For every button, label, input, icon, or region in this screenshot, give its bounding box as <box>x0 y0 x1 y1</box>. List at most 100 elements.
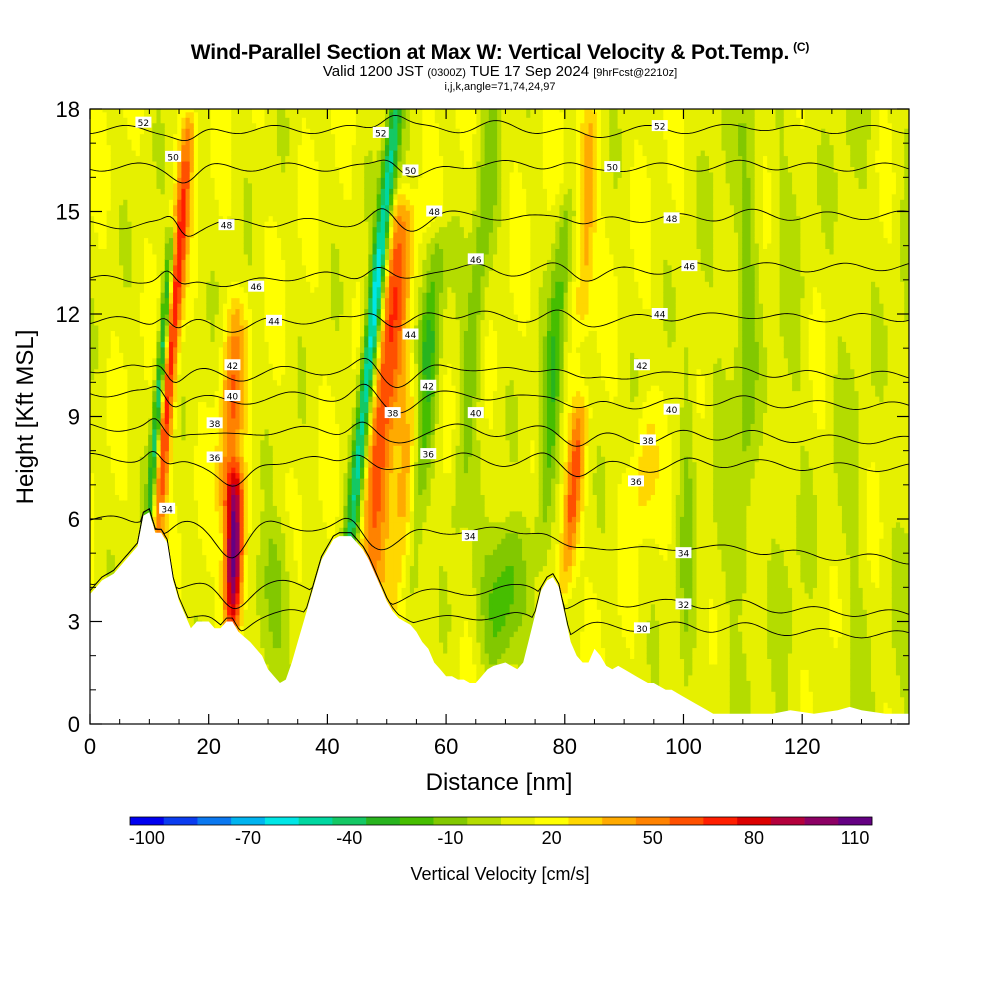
velocity-cell <box>214 510 220 517</box>
velocity-cell <box>243 396 249 403</box>
velocity-cell <box>189 527 195 534</box>
velocity-cell <box>256 631 261 638</box>
velocity-cell <box>256 248 261 255</box>
velocity-cell <box>231 160 236 167</box>
velocity-cell <box>193 467 199 474</box>
velocity-cell <box>252 139 257 146</box>
velocity-cell <box>272 669 278 676</box>
velocity-cell <box>214 237 220 244</box>
velocity-cell <box>181 494 187 501</box>
velocity-cell <box>256 109 261 113</box>
velocity-cell <box>135 215 141 222</box>
velocity-cell <box>256 516 261 523</box>
velocity-cell <box>222 581 228 588</box>
velocity-cell <box>114 472 120 479</box>
velocity-cell <box>114 428 120 435</box>
velocity-cell <box>193 128 199 135</box>
velocity-cell <box>114 363 120 370</box>
velocity-cell <box>173 516 178 523</box>
velocity-cell <box>152 109 158 113</box>
velocity-cell <box>239 286 245 293</box>
velocity-cell <box>185 406 191 413</box>
velocity-cell <box>148 286 153 293</box>
velocity-cell <box>181 401 187 408</box>
velocity-cell <box>156 516 162 523</box>
velocity-cell <box>239 390 245 397</box>
velocity-cell <box>156 439 162 446</box>
velocity-cell <box>260 270 266 277</box>
velocity-cell <box>185 603 191 610</box>
velocity-cell <box>214 303 220 310</box>
velocity-cell <box>181 592 187 599</box>
velocity-cell <box>231 472 236 479</box>
velocity-cell <box>173 439 178 446</box>
velocity-cell <box>214 505 220 512</box>
velocity-cell <box>90 215 95 222</box>
velocity-cell <box>181 472 187 479</box>
velocity-cell <box>252 456 257 463</box>
velocity-cell <box>189 461 195 468</box>
velocity-cell <box>252 133 257 140</box>
velocity-cell <box>260 379 266 386</box>
velocity-cell <box>202 160 207 167</box>
velocity-cell <box>210 565 216 572</box>
velocity-cell <box>264 199 270 206</box>
velocity-cell <box>177 226 182 233</box>
velocity-cell <box>235 609 241 616</box>
velocity-cell <box>256 467 261 474</box>
velocity-cell <box>102 396 108 403</box>
velocity-cell <box>260 499 266 506</box>
velocity-cell <box>202 150 207 157</box>
velocity-cell <box>252 516 257 523</box>
velocity-cell <box>214 128 220 135</box>
velocity-cell <box>102 155 108 162</box>
velocity-cell <box>202 133 207 140</box>
velocity-cell <box>206 467 212 474</box>
velocity-cell <box>106 335 112 342</box>
velocity-cell <box>193 374 199 381</box>
velocity-cell <box>247 314 253 321</box>
velocity-cell <box>181 210 187 217</box>
velocity-cell <box>268 467 274 474</box>
velocity-cell <box>235 286 241 293</box>
velocity-cell <box>264 554 270 561</box>
velocity-cell <box>156 303 162 310</box>
velocity-cell <box>114 379 120 386</box>
velocity-cell <box>106 439 112 446</box>
velocity-cell <box>173 144 178 151</box>
velocity-cell <box>185 423 191 430</box>
velocity-cell <box>193 428 199 435</box>
velocity-cell <box>252 510 257 517</box>
velocity-cell <box>156 193 162 200</box>
velocity-cell <box>210 576 216 583</box>
velocity-cell <box>114 182 120 189</box>
velocity-cell <box>185 363 191 370</box>
velocity-cell <box>160 406 166 413</box>
velocity-cell <box>198 341 203 348</box>
velocity-cell <box>222 133 228 140</box>
velocity-cell <box>114 319 120 326</box>
velocity-cell <box>156 478 162 485</box>
velocity-cell <box>222 494 228 501</box>
velocity-cell <box>173 357 178 364</box>
velocity-cell <box>247 150 253 157</box>
velocity-cell <box>131 439 137 446</box>
velocity-cell <box>231 581 236 588</box>
velocity-cell <box>160 439 166 446</box>
velocity-cell <box>235 532 241 539</box>
velocity-cell <box>239 527 245 534</box>
velocity-cell <box>139 467 145 474</box>
velocity-cell <box>144 341 149 348</box>
velocity-cell <box>135 303 141 310</box>
velocity-cell <box>272 647 278 654</box>
velocity-cell <box>222 461 228 468</box>
velocity-cell <box>210 237 216 244</box>
velocity-cell <box>206 510 212 517</box>
velocity-cell <box>156 368 162 375</box>
velocity-cell <box>231 434 236 441</box>
velocity-cell <box>202 483 207 490</box>
velocity-cell <box>260 467 266 474</box>
velocity-cell <box>168 182 174 189</box>
velocity-cell <box>198 335 203 342</box>
velocity-cell <box>222 472 228 479</box>
